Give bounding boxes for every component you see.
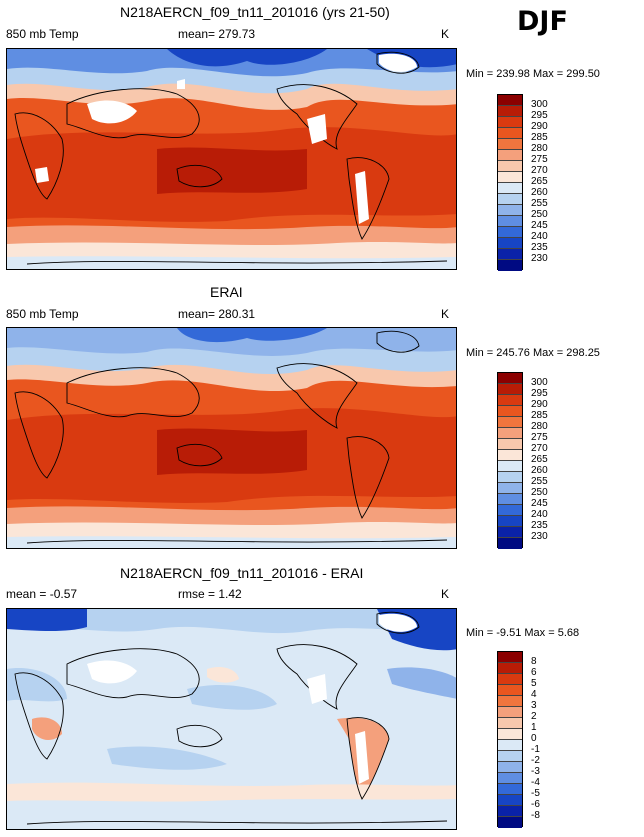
panel-1-colorbar-label: 300 <box>531 99 548 110</box>
panel-2-colorbar-label: 230 <box>531 531 548 542</box>
panel-1-left-label: 850 mb Temp <box>6 27 79 41</box>
panel-1-units: K <box>441 27 450 41</box>
panel-1-colorbar-label: 240 <box>531 231 548 242</box>
panel-2-colorbar-label: 265 <box>531 454 548 465</box>
panel-3-colorbar-label: 6 <box>531 667 537 678</box>
panel-2-colorbar-label: 245 <box>531 498 548 509</box>
panel-2-colorbar-label: 290 <box>531 399 548 410</box>
panel-1-colorbar-label: 245 <box>531 220 548 231</box>
panel-3-colorbar-label: -3 <box>531 766 540 777</box>
panel-1-colorbar-label: 295 <box>531 110 548 121</box>
panel-2-center-label: mean= 280.31 <box>178 307 256 321</box>
panel-2-colorbar-label: 275 <box>531 432 548 443</box>
panel-1-minmax: Min = 239.98 Max = 299.50 <box>466 68 600 80</box>
panel-3-title: N218AERCN_f09_tn11_201016 - ERAI <box>120 565 364 581</box>
panel-3-colorbar-label: -8 <box>531 810 540 821</box>
panel-3-colorbar-label: -1 <box>531 744 540 755</box>
panel-3-colorbar-label: 8 <box>531 656 537 667</box>
panel-3-colorbar <box>497 651 523 828</box>
panel-1-colorbar-label: 260 <box>531 187 548 198</box>
panel-1-colorbar-label: 250 <box>531 209 548 220</box>
panel-3-colorbar-label: 3 <box>531 700 537 711</box>
panel-1-colorbar-label: 275 <box>531 154 548 165</box>
panel-1-colorbar-label: 280 <box>531 143 548 154</box>
panel-3-colorbar-label: 4 <box>531 689 537 700</box>
panel-2-colorbar-label: 235 <box>531 520 548 531</box>
panel-2-units: K <box>441 307 450 321</box>
panel-2-map <box>6 327 457 549</box>
panel-3-colorbar-label: -4 <box>531 777 540 788</box>
panel-3-colorbar-label: -5 <box>531 788 540 799</box>
panel-3-center-label: rmse = 1.42 <box>178 587 242 601</box>
panel-1-center-label: mean= 279.73 <box>178 27 256 41</box>
panel-2-title: ERAI <box>210 284 243 300</box>
panel-2-colorbar-label: 300 <box>531 377 548 388</box>
panel-3-colorbar-label: 2 <box>531 711 537 722</box>
panel-2-colorbar-label: 270 <box>531 443 548 454</box>
panel-2-colorbar-label: 280 <box>531 421 548 432</box>
panel-1-colorbar-label: 230 <box>531 253 548 264</box>
panel-1-colorbar-label: 255 <box>531 198 548 209</box>
panel-3-map <box>6 608 457 830</box>
panel-3-units: K <box>441 587 450 601</box>
panel-3-colorbar-label: 1 <box>531 722 537 733</box>
panel-3-left-label: mean = -0.57 <box>6 587 78 601</box>
panel-2-colorbar-label: 250 <box>531 487 548 498</box>
panel-2-colorbar-label: 285 <box>531 410 548 421</box>
season-label: DJF <box>517 6 568 37</box>
panel-3-colorbar-label: -6 <box>531 799 540 810</box>
panel-3-colorbar-label: -2 <box>531 755 540 766</box>
panel-1-colorbar-label: 285 <box>531 132 548 143</box>
panel-3-minmax: Min = -9.51 Max = 5.68 <box>466 627 580 639</box>
panel-2-colorbar <box>497 372 523 549</box>
panel-2-left-label: 850 mb Temp <box>6 307 79 321</box>
panel-2-colorbar-label: 255 <box>531 476 548 487</box>
panel-1-title: N218AERCN_f09_tn11_201016 (yrs 21-50) <box>120 4 390 20</box>
panel-3-colorbar-label: 5 <box>531 678 537 689</box>
panel-1-colorbar <box>497 94 523 271</box>
panel-1-colorbar-label: 290 <box>531 121 548 132</box>
panel-2-colorbar-label: 240 <box>531 509 548 520</box>
panel-1-map <box>6 48 457 270</box>
panel-2-colorbar-label: 260 <box>531 465 548 476</box>
panel-1-colorbar-label: 235 <box>531 242 548 253</box>
panel-3-colorbar-label: 0 <box>531 733 537 744</box>
panel-2-colorbar-label: 295 <box>531 388 548 399</box>
panel-1-colorbar-label: 270 <box>531 165 548 176</box>
panel-2-minmax: Min = 245.76 Max = 298.25 <box>466 347 600 359</box>
panel-1-colorbar-label: 265 <box>531 176 548 187</box>
